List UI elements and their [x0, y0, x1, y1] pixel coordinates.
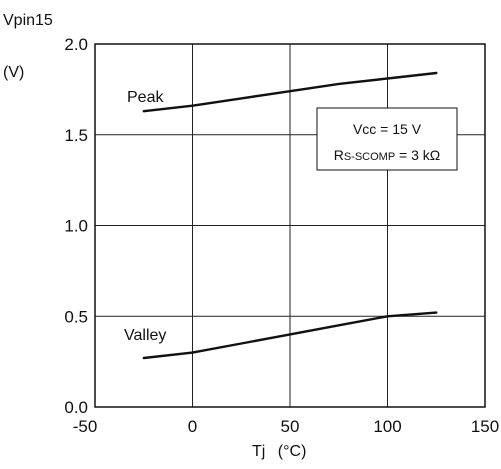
y-axis-label-line1: Vpin15	[3, 12, 53, 29]
y-tick-label: 1.5	[64, 126, 88, 145]
series-line-peak	[142, 71, 438, 113]
series-line-valley	[142, 311, 438, 360]
conditions-line1: Vcc = 15 V	[353, 121, 422, 137]
y-tick-labels: 0.0 0.5 1.0 1.5 2.0	[64, 35, 88, 417]
y-tick-label: 1.0	[64, 217, 88, 236]
y-tick-label: 0.0	[64, 398, 88, 417]
series-label-peak: Peak	[127, 89, 164, 106]
y-axis-label-line2: (V)	[3, 64, 24, 81]
x-tick-label: -50	[73, 417, 98, 436]
x-axis-label: Tj (°C)	[252, 443, 306, 460]
series-label-valley: Valley	[124, 327, 166, 344]
grid	[95, 44, 485, 407]
x-axis-label-unit: (°C)	[278, 443, 307, 460]
x-tick-labels: -50 0 50 100 150	[73, 417, 499, 436]
y-tick-label: 0.5	[64, 307, 88, 326]
series	[142, 71, 438, 360]
x-tick-label: 0	[188, 417, 197, 436]
x-tick-label: 50	[281, 417, 300, 436]
x-tick-label: 100	[373, 417, 401, 436]
conditions-line2: RS-SCOMP = 3 kΩ	[334, 147, 441, 163]
x-tick-label: 150	[471, 417, 499, 436]
conditions-box: Vcc = 15 V RS-SCOMP = 3 kΩ	[316, 107, 458, 171]
plot-frame	[94, 43, 486, 408]
x-axis-label-main: Tj	[252, 443, 265, 460]
y-tick-label: 2.0	[64, 35, 88, 54]
